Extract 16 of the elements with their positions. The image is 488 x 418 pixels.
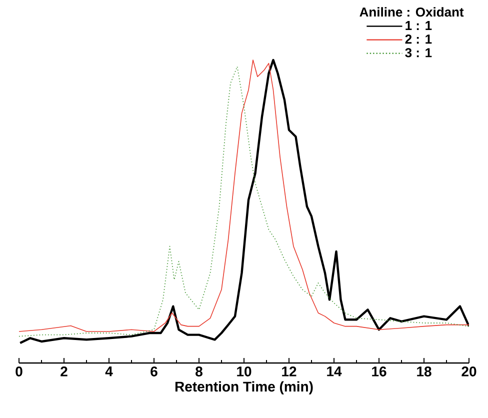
x-tick-label: 16	[372, 366, 386, 376]
x-tick-label: 20	[462, 366, 476, 376]
x-tick-label: 10	[237, 366, 252, 376]
legend-label: 1 : 1	[406, 21, 432, 30]
x-tick-label: 4	[105, 366, 113, 376]
x-tick-label: 12	[282, 366, 296, 376]
x-tick-label: 6	[150, 366, 158, 376]
x-tick-label: 8	[196, 366, 202, 376]
x-tick-label: 14	[327, 366, 342, 376]
x-tick-label: 2	[60, 366, 68, 376]
x-axis-title: Retention Time (min)	[175, 381, 313, 394]
legend-title: Aniline : Oxidant	[360, 7, 464, 17]
legend-label: 3 : 1	[405, 48, 432, 58]
legend-label: 2 : 1	[405, 34, 432, 44]
x-tick-label: 18	[417, 366, 432, 376]
x-tick-label: 0	[16, 366, 22, 376]
